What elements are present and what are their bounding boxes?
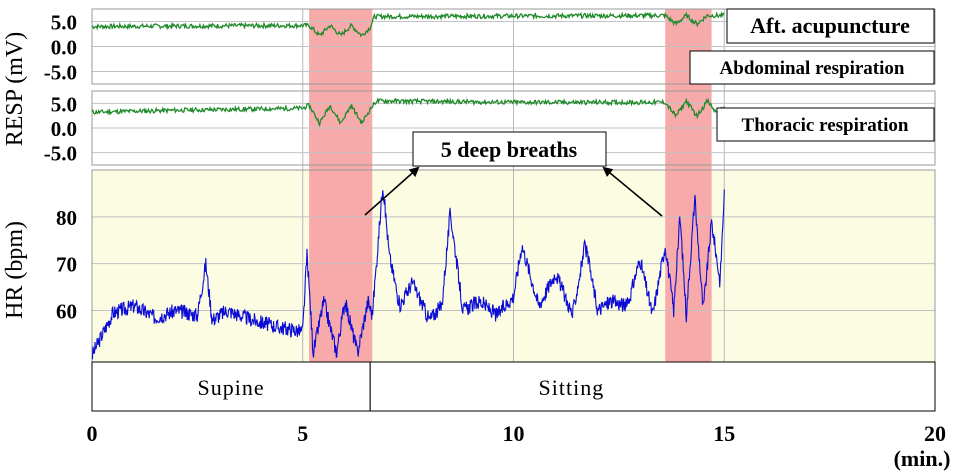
deep-breath-bands bbox=[309, 9, 712, 362]
posture-bar: Supine Sitting bbox=[91, 361, 936, 412]
thoracic-respiration-line bbox=[91, 97, 725, 128]
deep-breaths-annotation: 5 deep breaths bbox=[412, 131, 607, 167]
abdominal-label-box: Abdominal respiration bbox=[689, 50, 935, 85]
annotation-arrows bbox=[364, 166, 663, 217]
x-axis-tick-labels: 0 5 10 15 20 bbox=[87, 421, 947, 446]
x-tick-label: 15 bbox=[713, 421, 735, 446]
x-tick-label: 5 bbox=[297, 421, 308, 446]
posture-label: Supine bbox=[198, 375, 265, 400]
abdominal-tick-label: 0.0 bbox=[51, 36, 77, 60]
hr-tick-label: 80 bbox=[56, 206, 77, 230]
thoracic-label-box: Thoracic respiration bbox=[716, 107, 935, 142]
abdominal-respiration-line bbox=[91, 11, 725, 38]
status-label: Aft. acupuncture bbox=[750, 13, 910, 38]
status-label-box: Aft. acupuncture bbox=[726, 8, 935, 44]
x-tick-label: 20 bbox=[924, 421, 946, 446]
abdominal-panel-frame bbox=[91, 8, 936, 85]
annotation-arrow-1 bbox=[364, 166, 420, 216]
resp-axis-title: RESP (mV) bbox=[2, 32, 28, 146]
annotation-arrow-2 bbox=[602, 166, 663, 217]
thoracic-tick-label: 0.0 bbox=[51, 117, 77, 141]
hr-tick-label: 60 bbox=[56, 299, 77, 323]
posture-segment-sitting bbox=[369, 361, 936, 412]
x-tick-label: 0 bbox=[87, 421, 98, 446]
thoracic-tick-label: -5.0 bbox=[44, 142, 77, 166]
deep-breath-band-1 bbox=[309, 9, 373, 362]
posture-label: Sitting bbox=[539, 375, 605, 400]
abdominal-tick-label: 5.0 bbox=[51, 11, 77, 35]
heart-rate-line bbox=[91, 189, 725, 360]
hr-axis-title: HR (bpm) bbox=[2, 221, 28, 319]
abdominal-label: Abdominal respiration bbox=[720, 58, 905, 79]
x-axis-unit: (min.) bbox=[894, 446, 951, 471]
abdominal-tick-label: -5.0 bbox=[44, 61, 77, 85]
posture-segment-supine bbox=[91, 361, 371, 412]
x-tick-label: 10 bbox=[503, 421, 525, 446]
thoracic-label: Thoracic respiration bbox=[742, 115, 909, 136]
thoracic-tick-label: 5.0 bbox=[51, 92, 77, 116]
annotation-text: 5 deep breaths bbox=[441, 137, 578, 162]
hr-tick-label: 70 bbox=[56, 253, 77, 277]
